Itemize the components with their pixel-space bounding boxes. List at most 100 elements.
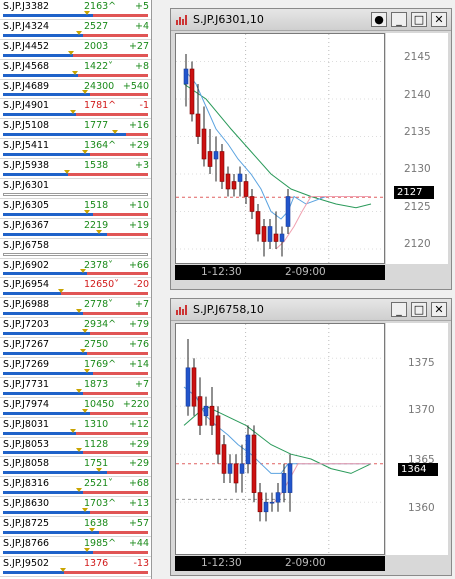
watchlist-row[interactable]: S.JP.J6301 bbox=[0, 179, 151, 199]
watchlist-row[interactable]: S.JP.J8766 1985^ +44 bbox=[0, 537, 151, 557]
price-marker-icon bbox=[67, 50, 74, 55]
watchlist-row[interactable]: S.JP.J8630 1703^ +13 bbox=[0, 497, 151, 518]
pin-button[interactable]: ● bbox=[371, 12, 387, 27]
candle-body bbox=[263, 501, 269, 513]
price-change: +7 bbox=[134, 299, 149, 311]
price-change: -13 bbox=[133, 557, 149, 569]
watchlist-row[interactable]: S.JP.J4689 24300 +540 bbox=[0, 80, 151, 100]
watchlist-row[interactable]: S.JP.J8031 1310 +12 bbox=[0, 418, 151, 438]
candle-body bbox=[255, 211, 261, 235]
symbol-label: S.JP.J9502 bbox=[3, 557, 50, 569]
candle-body bbox=[197, 396, 203, 426]
y-tick-label: 2125 bbox=[404, 201, 431, 213]
candle-body bbox=[203, 405, 209, 417]
minimize-button[interactable]: _ bbox=[391, 302, 407, 317]
symbol-label: S.JP.J7974 bbox=[3, 398, 50, 410]
moving-average-fast bbox=[183, 68, 371, 220]
last-price: 1538 bbox=[84, 160, 109, 172]
price-change: +540 bbox=[122, 80, 149, 92]
candle-body bbox=[243, 181, 249, 197]
watchlist-row[interactable]: S.JP.J9502 1376 -13 bbox=[0, 557, 151, 577]
price-marker-icon bbox=[84, 10, 91, 15]
chart-app-icon bbox=[176, 305, 187, 315]
close-button[interactable]: ✕ bbox=[431, 302, 447, 317]
watchlist-row[interactable]: S.JP.J5411 1364^ +29 bbox=[0, 139, 151, 160]
watchlist-row[interactable]: S.JP.J7269 1769^ +14 bbox=[0, 358, 151, 378]
price-marker-icon bbox=[96, 468, 103, 473]
bid-ask-bar bbox=[3, 113, 148, 117]
chart-title-bar[interactable]: S.JP.J6301,10 ● _ □ ✕ bbox=[171, 9, 451, 31]
bid-ask-bar bbox=[3, 411, 148, 415]
watchlist-row[interactable]: S.JP.J8053 1128 +29 bbox=[0, 438, 151, 458]
chart-title-bar[interactable]: S.JP.J6758,10 _ □ ✕ bbox=[171, 299, 451, 321]
watchlist-row[interactable]: S.JP.J5108 1777 +16 bbox=[0, 119, 151, 140]
watchlist-row[interactable]: S.JP.J4452 2003 +27 bbox=[0, 40, 151, 60]
watchlist-panel[interactable]: S.JP.J3382 2163^ +5 S.JP.J4324 2527 +4 S.JP.J4… bbox=[0, 0, 152, 579]
bid-ask-bar bbox=[3, 531, 148, 535]
watchlist-row[interactable]: S.JP.J7731 1873 +7 bbox=[0, 378, 151, 398]
chart-plot-area[interactable] bbox=[175, 33, 385, 264]
watchlist-row[interactable]: S.JP.J8725 1638 +57 bbox=[0, 517, 151, 538]
bid-ask-bar bbox=[3, 352, 148, 356]
watchlist-row[interactable]: S.JP.J3382 2163^ +5 bbox=[0, 0, 151, 20]
symbol-label: S.JP.J6301 bbox=[3, 180, 50, 192]
watchlist-row[interactable]: S.JP.J7267 2750 +76 bbox=[0, 338, 151, 359]
watchlist-row[interactable]: S.JP.J6758 bbox=[0, 239, 151, 259]
price-change: +3 bbox=[134, 160, 149, 172]
price-marker-icon bbox=[89, 528, 96, 533]
moving-average-slow bbox=[183, 83, 372, 209]
price-change: +66 bbox=[128, 259, 149, 271]
watchlist-row[interactable]: S.JP.J7974 10450 +220 bbox=[0, 398, 151, 418]
maximize-button[interactable]: □ bbox=[411, 302, 427, 317]
watchlist-row[interactable]: S.JP.J6902 2378˅ +66 bbox=[0, 259, 151, 279]
chart-window-j6301[interactable]: S.JP.J6301,10 ● _ □ ✕ 2145 2140 2135 213… bbox=[170, 8, 452, 290]
last-price: 2521˅ bbox=[84, 478, 113, 490]
watchlist-row[interactable]: S.JP.J8058 1751 +29 bbox=[0, 457, 151, 478]
price-change: -1 bbox=[139, 100, 149, 112]
minimize-button[interactable]: _ bbox=[391, 12, 407, 27]
last-price: 1518 bbox=[84, 199, 109, 211]
price-marker-icon bbox=[76, 30, 82, 35]
last-price: 1128 bbox=[84, 438, 109, 450]
watchlist-row[interactable]: S.JP.J6988 2778˅ +7 bbox=[0, 298, 151, 319]
price-change: +4 bbox=[134, 20, 149, 32]
watchlist-row[interactable]: S.JP.J6305 1518 +10 bbox=[0, 199, 151, 219]
bid-ask-bar bbox=[3, 252, 148, 256]
chart-window-j6758[interactable]: S.JP.J6758,10 _ □ ✕ 1375 1370 1365 1360 … bbox=[170, 298, 452, 576]
candle-body bbox=[249, 196, 255, 212]
bid-ask-bar bbox=[3, 173, 148, 177]
watchlist-row[interactable]: S.JP.J5938 1538 +3 bbox=[0, 159, 151, 180]
candle-body bbox=[245, 434, 251, 465]
maximize-button[interactable]: □ bbox=[411, 12, 427, 27]
price-axis: 2145 2140 2135 2130 2125 2120 2127 bbox=[386, 33, 448, 264]
close-button[interactable]: ✕ bbox=[431, 12, 447, 27]
watchlist-row[interactable]: S.JP.J4901 1781^ -1 bbox=[0, 99, 151, 120]
price-change: +29 bbox=[128, 140, 149, 152]
candle-body bbox=[189, 68, 195, 115]
watchlist-row[interactable]: S.JP.J7203 2934^ +79 bbox=[0, 318, 151, 339]
watchlist-row[interactable]: S.JP.J6367 2219 +19 bbox=[0, 219, 151, 239]
watchlist-row[interactable]: S.JP.J6954 12650˅ -20 bbox=[0, 278, 151, 299]
price-marker-icon bbox=[82, 90, 88, 95]
last-price: 2378˅ bbox=[84, 259, 113, 271]
price-change: +220 bbox=[122, 398, 149, 410]
symbol-label: S.JP.J5938 bbox=[3, 160, 50, 172]
chart-plot-area[interactable] bbox=[175, 323, 385, 555]
bid-ask-bar bbox=[3, 511, 148, 515]
bid-ask-bar bbox=[3, 133, 148, 137]
symbol-label: S.JP.J4901 bbox=[3, 100, 50, 112]
price-axis: 1375 1370 1365 1360 1364 bbox=[386, 323, 448, 555]
bid-ask-bar bbox=[3, 192, 148, 196]
time-tick-label: 1-12:30 bbox=[201, 557, 242, 569]
current-price-badge: 2127 bbox=[394, 186, 434, 199]
candle-body bbox=[287, 463, 293, 493]
watchlist-row[interactable]: S.JP.J8316 2521˅ +68 bbox=[0, 477, 151, 498]
watchlist-row[interactable]: S.JP.J4568 1422˅ +8 bbox=[0, 60, 151, 80]
symbol-label: S.JP.J4568 bbox=[3, 60, 50, 72]
symbol-label: S.JP.J5411 bbox=[3, 140, 50, 152]
watchlist-row[interactable]: S.JP.J4324 2527 +4 bbox=[0, 20, 151, 40]
symbol-label: S.JP.J6902 bbox=[3, 259, 50, 271]
y-tick-label: 2130 bbox=[404, 163, 431, 175]
candle-body bbox=[273, 233, 279, 242]
last-price: 1985^ bbox=[84, 538, 117, 550]
